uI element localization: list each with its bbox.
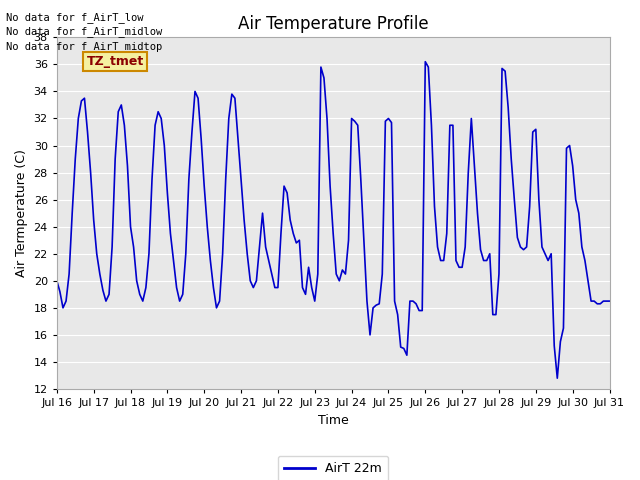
Text: No data for f_AirT_midlow: No data for f_AirT_midlow xyxy=(6,26,163,37)
Text: No data for f_AirT_midtop: No data for f_AirT_midtop xyxy=(6,41,163,52)
X-axis label: Time: Time xyxy=(318,414,349,427)
Legend: AirT 22m: AirT 22m xyxy=(278,456,388,480)
Text: TZ_tmet: TZ_tmet xyxy=(86,55,143,68)
Title: Air Temperature Profile: Air Temperature Profile xyxy=(238,15,428,33)
Text: No data for f_AirT_low: No data for f_AirT_low xyxy=(6,12,144,23)
Y-axis label: Air Termperature (C): Air Termperature (C) xyxy=(15,149,28,277)
